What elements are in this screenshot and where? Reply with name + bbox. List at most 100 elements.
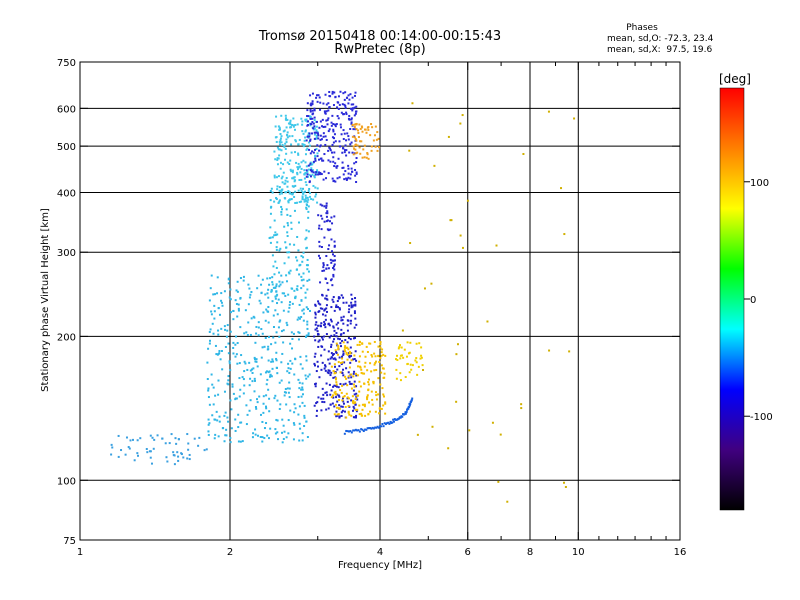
data-point	[314, 154, 317, 157]
data-point	[271, 254, 274, 257]
data-point	[187, 442, 190, 445]
data-point	[329, 258, 332, 261]
data-point	[234, 343, 237, 346]
data-point	[214, 394, 217, 397]
data-point	[265, 422, 268, 425]
data-point	[246, 413, 249, 416]
data-point	[256, 401, 259, 404]
data-point	[340, 333, 343, 336]
data-point	[358, 343, 361, 346]
data-point	[269, 375, 272, 378]
data-point	[306, 323, 309, 326]
data-point	[293, 423, 296, 426]
data-point	[235, 289, 238, 292]
data-point	[275, 248, 278, 251]
data-point	[242, 392, 245, 395]
data-point	[226, 324, 229, 327]
data-point	[336, 115, 339, 118]
y-tick-label: 500	[57, 142, 76, 153]
data-point	[367, 378, 370, 381]
data-point	[287, 293, 290, 296]
data-point	[330, 352, 333, 355]
data-point	[297, 221, 300, 224]
data-point	[268, 283, 271, 286]
data-point	[506, 500, 509, 503]
data-point	[285, 141, 288, 144]
data-point	[288, 381, 291, 384]
data-point	[349, 322, 352, 325]
data-point	[292, 177, 295, 180]
data-point	[307, 375, 310, 378]
data-point	[266, 434, 269, 437]
data-point	[207, 387, 210, 390]
data-point	[323, 348, 326, 351]
data-point	[265, 394, 268, 397]
data-point	[399, 372, 402, 375]
data-point	[495, 244, 498, 247]
data-point	[346, 353, 349, 356]
stats-heading: Phases	[626, 23, 658, 33]
data-point	[375, 368, 378, 371]
data-point	[353, 407, 356, 410]
data-point	[284, 241, 287, 244]
data-point	[315, 193, 318, 196]
data-point	[350, 382, 353, 385]
data-point	[347, 371, 350, 374]
data-point	[285, 119, 288, 122]
data-point	[342, 374, 345, 377]
data-point	[301, 260, 304, 263]
data-point	[311, 132, 314, 135]
data-point	[197, 444, 200, 447]
data-point	[359, 385, 362, 388]
data-point	[251, 380, 254, 383]
data-point	[349, 351, 352, 354]
data-point	[270, 360, 273, 363]
data-point	[328, 106, 331, 109]
data-point	[366, 394, 369, 397]
data-point	[334, 349, 337, 352]
data-point	[375, 394, 378, 397]
data-point	[279, 167, 282, 170]
data-point	[334, 140, 337, 143]
data-point	[342, 173, 345, 176]
data-point	[333, 338, 336, 341]
data-point	[373, 352, 376, 355]
data-point	[447, 447, 450, 450]
data-point	[333, 240, 336, 243]
data-point	[305, 175, 308, 178]
data-point	[356, 365, 359, 368]
data-point	[328, 128, 331, 131]
data-point	[234, 355, 237, 358]
data-point	[318, 245, 321, 248]
data-point	[342, 166, 345, 169]
data-point	[338, 103, 341, 106]
y-tick-label: 300	[57, 248, 76, 259]
data-point	[267, 321, 270, 324]
data-point	[319, 101, 322, 104]
data-point	[241, 376, 244, 379]
data-point	[267, 310, 270, 313]
data-point	[420, 354, 423, 357]
data-point	[289, 409, 292, 412]
data-point	[286, 185, 289, 188]
data-point	[359, 127, 362, 130]
data-point	[308, 373, 311, 376]
data-point	[285, 208, 288, 211]
data-point	[216, 276, 219, 279]
data-point	[320, 214, 323, 217]
data-point	[347, 176, 350, 179]
data-point	[299, 427, 302, 430]
data-point	[208, 422, 211, 425]
data-point	[223, 290, 226, 293]
data-point	[311, 170, 314, 173]
data-point	[278, 189, 281, 192]
data-point	[355, 172, 358, 175]
data-point	[402, 356, 405, 359]
data-point	[304, 194, 307, 197]
data-point	[234, 429, 237, 432]
data-point	[333, 255, 336, 258]
data-point	[311, 169, 314, 172]
data-point	[207, 396, 210, 399]
data-point	[313, 109, 316, 112]
data-point	[188, 458, 191, 461]
